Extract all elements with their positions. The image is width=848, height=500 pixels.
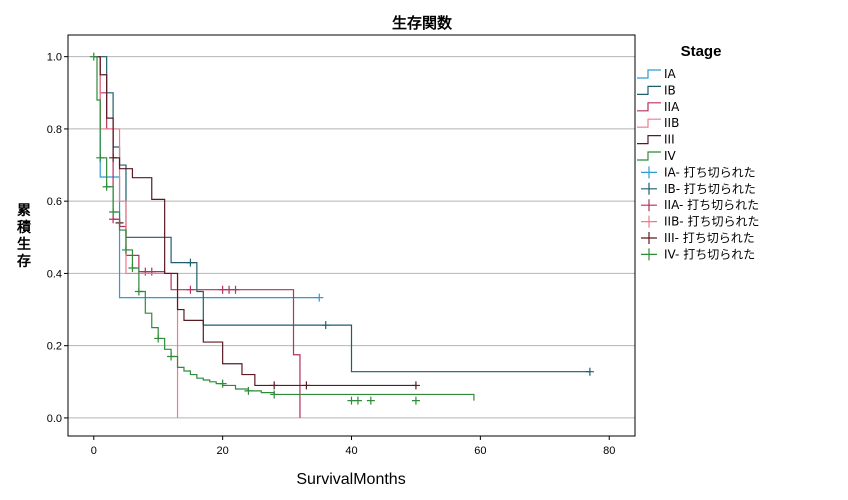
y-axis-label-char: 存 [17, 253, 31, 270]
legend-censor-swatch-ia [641, 166, 657, 179]
y-axis-label-char: 累 [17, 203, 31, 219]
x-tick-label: 40 [345, 445, 357, 457]
y-tick-label: 0.6 [47, 196, 62, 208]
censor-mark-iii [411, 381, 420, 390]
legend-title: Stage [681, 43, 722, 60]
censor-mark-iii [109, 153, 118, 162]
survival-curve-ia [93, 56, 320, 299]
censor-mark-iv [128, 264, 137, 273]
axis-ticks: 0.0 0.2 0.4 0.6 0.8 1.0 0 20 40 60 80 [47, 52, 616, 457]
censor-mark-iv [411, 396, 420, 405]
legend-swatch-ib [637, 85, 661, 95]
y-axis-label-char: 生 [17, 236, 31, 253]
survival-curve-iv [93, 56, 475, 401]
censor-mark-iia [109, 215, 118, 224]
y-tick-label: 0.0 [47, 413, 62, 425]
survival-curve-iia [93, 56, 301, 418]
legend-label-iii: III [664, 133, 675, 147]
censor-mark-iia [231, 285, 240, 294]
legend-censor-label-ia: IA- 打ち切られた [664, 165, 756, 179]
legend-label-iv: IV [664, 149, 677, 163]
censor-mark-iia [186, 285, 195, 294]
censor-mark-iia [147, 267, 156, 276]
legend-swatch-iii [637, 135, 661, 145]
censor-mark-iv [366, 396, 375, 405]
censor-mark-iv [109, 208, 118, 217]
censor-mark-iii [270, 381, 279, 390]
legend-swatch-ia [637, 69, 661, 79]
censor-mark-iv [121, 245, 130, 254]
censor-mark-ib [186, 258, 195, 267]
legend-label-iia: IIA [664, 100, 680, 114]
censor-mark-iv [270, 390, 279, 399]
survival-curve-iii [93, 56, 416, 387]
series-layer [89, 52, 594, 418]
censor-mark-iv [89, 52, 98, 61]
censor-mark-iv [134, 287, 143, 296]
legend-censor-swatch-iib [641, 215, 657, 228]
legend: Stage IA IB IIA IIB III IV IA- 打ち切られた IB- 打ち切られ… [637, 43, 759, 261]
x-axis-label: SurvivalMonths [296, 471, 405, 488]
legend-censor-swatch-iv [641, 248, 657, 261]
legend-swatch-iia [637, 102, 661, 112]
y-tick-label: 0.4 [47, 268, 62, 280]
legend-censor-swatch-ib [641, 182, 657, 195]
plot-frame [67, 34, 636, 437]
censor-mark-iii [302, 381, 311, 390]
legend-label-iib: IIB [664, 116, 679, 130]
legend-censor-swatch-iia [641, 199, 657, 212]
x-tick-label: 60 [474, 445, 486, 457]
censor-mark-iv [96, 153, 105, 162]
survival-curve-ib [93, 56, 590, 373]
censor-mark-iv [154, 334, 163, 343]
legend-censor-label-iv: IV- 打ち切られた [664, 247, 755, 261]
x-tick-label: 20 [217, 445, 229, 457]
censor-mark-iv [218, 379, 227, 388]
legend-censor-swatch-iii [641, 232, 657, 244]
y-tick-label: 1.0 [47, 52, 62, 64]
legend-censor-label-iii: III- 打ち切られた [664, 231, 755, 245]
legend-label-ia: IA [664, 67, 677, 81]
x-tick-label: 0 [91, 445, 97, 457]
legend-censor-label-iia: IIA- 打ち切られた [664, 198, 759, 212]
legend-swatch-iv [637, 151, 661, 161]
legend-swatch-iib [637, 118, 661, 128]
y-tick-label: 0.2 [47, 341, 62, 353]
censor-mark-iv [102, 182, 111, 191]
censor-mark-iv [244, 386, 253, 395]
censor-mark-iv [167, 352, 176, 361]
chart-title: 生存関数 [392, 14, 453, 32]
censor-mark-iv [353, 396, 362, 405]
x-tick-label: 80 [603, 445, 615, 457]
legend-censor-label-iib: IIB- 打ち切られた [664, 215, 759, 229]
y-tick-label: 0.8 [47, 124, 62, 136]
censor-mark-ib [321, 321, 330, 330]
censor-mark-ia [315, 293, 324, 302]
legend-label-ib: IB [664, 83, 676, 97]
y-axis-label-char: 積 [16, 219, 32, 236]
legend-censor-label-ib: IB- 打ち切られた [664, 182, 756, 196]
censor-mark-ib [585, 367, 594, 376]
